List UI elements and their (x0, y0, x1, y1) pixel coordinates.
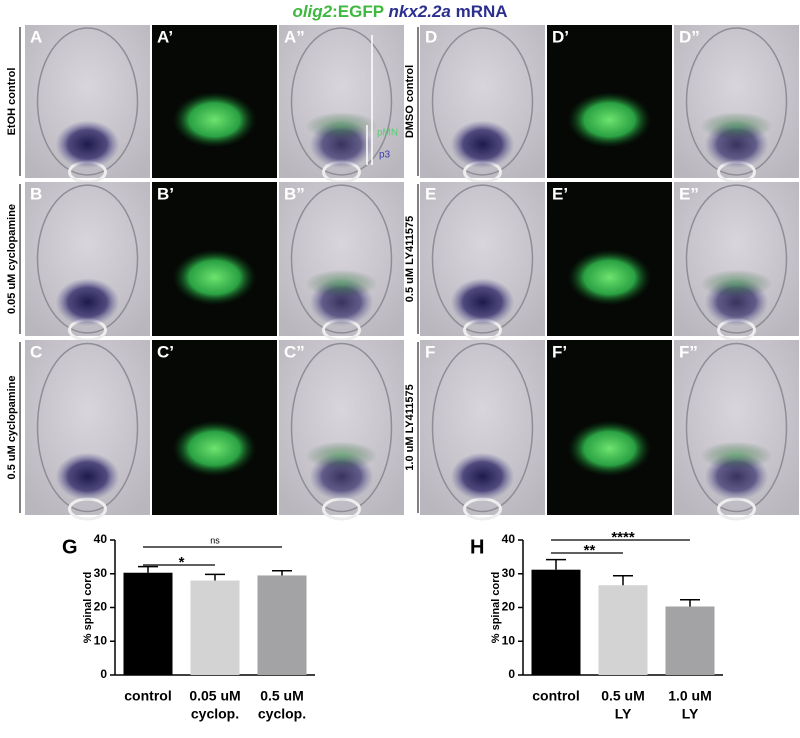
panel-label: D (425, 27, 437, 46)
panel-label: E (425, 184, 436, 203)
nkx-stain (450, 452, 515, 501)
image-panels: EtOH control A A’ A” 0.05 uM cyclopamine B B’ B… (6, 25, 799, 521)
y-tick-label: 0 (100, 667, 107, 681)
egfp-signal (567, 249, 652, 306)
spinal-cord-outline (36, 27, 139, 176)
bar (531, 569, 581, 675)
egfp-overlay (305, 269, 378, 298)
panel-label: D” (679, 27, 700, 46)
spinal-cord-outline (290, 184, 393, 334)
egfp-overlay (700, 111, 773, 140)
egfp-overlay (305, 111, 378, 140)
bar (123, 572, 173, 675)
x-tick-label: LY (682, 706, 699, 722)
spinal-cord-outline (36, 184, 139, 334)
x-tick-label: LY (615, 706, 632, 722)
panel-label: D’ (552, 27, 569, 46)
egfp-signal (172, 249, 257, 306)
y-axis-label: % spinal cord (82, 572, 94, 644)
spinal-cord-outline (431, 184, 534, 334)
egfp-signal (567, 420, 652, 477)
nkx-stain (450, 278, 515, 327)
x-tick-label: cyclop. (258, 706, 306, 722)
charts: G % spinal cord 0 10 20 30 40 control 0.05 uM cyc… (62, 529, 723, 722)
annotation: pMN (377, 128, 398, 139)
spinal-cord-outline (431, 27, 534, 176)
nkx-stain (55, 278, 120, 327)
significance-label: ** (584, 542, 596, 559)
x-tick-label: 1.0 uM (668, 688, 712, 704)
bar (257, 575, 307, 675)
row-label: 1.0 uM LY411575 (404, 384, 416, 470)
chart-panel-label: G (62, 536, 78, 558)
nkx-stain (55, 452, 120, 501)
row-label: EtOH control (6, 68, 18, 136)
significance-label: * (179, 554, 185, 571)
row-label: 0.05 uM cyclopamine (6, 204, 18, 314)
panel-label: B” (284, 184, 305, 203)
panel-label: E” (679, 184, 699, 203)
y-tick-label: 40 (94, 532, 108, 546)
nkx-stain (55, 120, 120, 169)
y-tick-label: 20 (502, 600, 516, 614)
egfp-signal (567, 91, 652, 148)
chart-panel-label: H (470, 536, 484, 558)
spinal-cord-outline (431, 342, 534, 513)
panel-label: C” (284, 342, 305, 361)
spinal-cord-outline (290, 27, 393, 176)
title-part: olig2 (292, 2, 332, 21)
panel-label: A’ (157, 27, 173, 46)
row-label: DMSO control (404, 65, 416, 138)
panel-label: C’ (157, 342, 174, 361)
row-label: 0.5 uM LY411575 (404, 216, 416, 302)
y-axis-label: % spinal cord (490, 572, 502, 644)
title-part: nkx2.2a (388, 2, 450, 21)
spinal-cord-outline (290, 342, 393, 513)
bar (665, 606, 715, 675)
y-tick-label: 10 (502, 633, 516, 647)
egfp-signal (172, 91, 257, 148)
title-part: mRNA (451, 2, 508, 21)
panel-label: F (425, 342, 435, 361)
figure-title: olig2:EGFP nkx2.2a mRNA (292, 2, 507, 21)
y-tick-label: 10 (94, 633, 108, 647)
x-tick-label: control (532, 688, 579, 704)
x-tick-label: control (124, 688, 171, 704)
row-label: 0.5 uM cyclopamine (6, 376, 18, 480)
x-tick-label: 0.05 uM (189, 688, 240, 704)
spinal-cord-outline (36, 342, 139, 513)
panel-label: C (30, 342, 42, 361)
spinal-cord-outline (685, 27, 788, 176)
egfp-signal (172, 420, 257, 477)
x-tick-label: 0.5 uM (601, 688, 645, 704)
egfp-overlay (700, 269, 773, 298)
nkx-stain (450, 120, 515, 169)
spinal-cord-outline (685, 342, 788, 513)
x-tick-label: cyclop. (191, 706, 239, 722)
y-tick-label: 20 (94, 600, 108, 614)
panel-label: E’ (552, 184, 568, 203)
egfp-overlay (305, 441, 378, 470)
panel-label: A” (284, 27, 305, 46)
bar (190, 580, 240, 675)
bar (598, 585, 648, 675)
y-tick-label: 30 (502, 566, 516, 580)
y-tick-label: 0 (508, 667, 515, 681)
title-part: :EGFP (332, 2, 388, 21)
significance-label: ns (210, 535, 220, 545)
significance-label: **** (611, 529, 635, 546)
panel-label: F’ (552, 342, 567, 361)
panel-label: B (30, 184, 42, 203)
panel-label: F” (679, 342, 698, 361)
x-tick-label: 0.5 uM (260, 688, 304, 704)
egfp-overlay (700, 441, 773, 470)
y-tick-label: 40 (502, 532, 516, 546)
panel-label: A (30, 27, 42, 46)
spinal-cord-outline (685, 184, 788, 334)
panel-label: B’ (157, 184, 174, 203)
y-tick-label: 30 (94, 566, 108, 580)
annotation: p3 (379, 150, 391, 161)
